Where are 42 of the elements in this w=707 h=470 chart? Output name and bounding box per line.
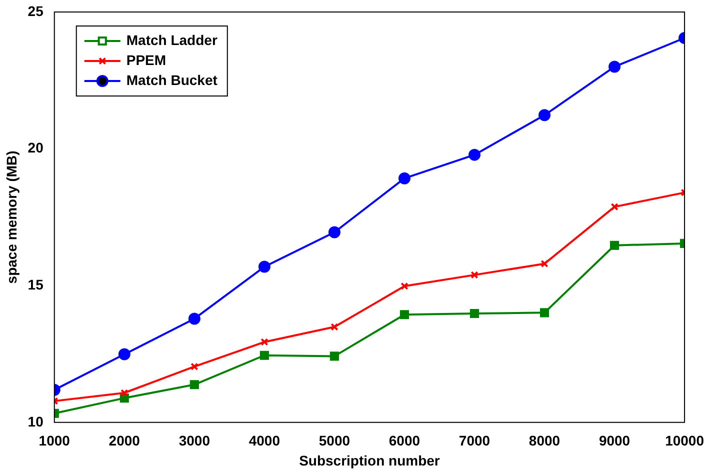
x-tick-label: 9000: [598, 432, 630, 449]
point: [400, 310, 409, 320]
point: [470, 271, 478, 279]
x-tick-label: 8000: [528, 432, 560, 449]
x-tick-label: 4000: [248, 432, 280, 449]
x-tick-label: 3000: [178, 432, 210, 449]
point: [118, 348, 130, 360]
legend-label: Match Bucket: [126, 72, 218, 88]
point: [190, 380, 199, 390]
point: [610, 240, 620, 250]
point: [540, 260, 548, 268]
point: [260, 350, 269, 360]
point: [328, 226, 340, 238]
y-tick-label: 25: [28, 2, 44, 19]
point: [610, 202, 618, 211]
point: [258, 260, 270, 273]
x-tick-label: 1000: [38, 432, 70, 449]
point: [190, 362, 198, 370]
x-tick-label: 10000: [665, 432, 704, 449]
point: [400, 282, 408, 290]
y-tick-label: 20: [28, 140, 44, 156]
point: [330, 323, 338, 331]
legend-label: PPEM: [126, 52, 166, 68]
x-tick-label: 2000: [108, 432, 140, 449]
y-axis-title: space memory (MB): [3, 150, 20, 284]
point: [540, 308, 550, 318]
y-tick-label: 10: [28, 413, 44, 430]
x-tick-label: 6000: [388, 432, 420, 449]
point: [260, 338, 268, 346]
point: [120, 389, 128, 397]
x-tick-label: 5000: [318, 432, 350, 449]
point: [608, 60, 621, 73]
legend-label: Match Ladder: [126, 32, 218, 48]
x-tick-label: 7000: [458, 432, 490, 449]
x-axis-title: Subscription number: [299, 452, 440, 468]
point: [398, 172, 410, 184]
point: [470, 308, 480, 318]
point: [330, 352, 339, 361]
point: [468, 148, 480, 161]
point: [538, 109, 550, 122]
y-tick-label: 15: [28, 276, 44, 292]
point: [188, 312, 200, 325]
